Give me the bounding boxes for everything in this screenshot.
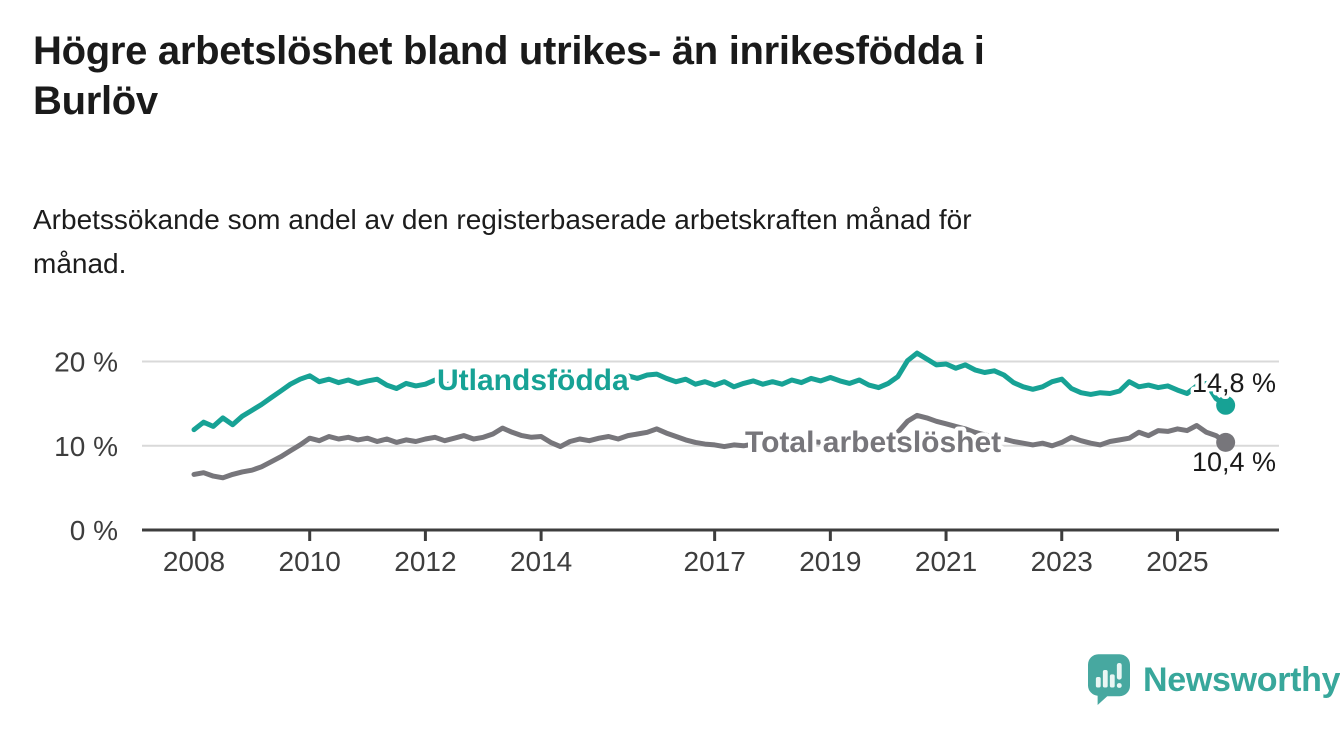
newsworthy-chart-bubble-icon bbox=[1088, 654, 1130, 705]
y-axis-tick-label: 0 % bbox=[70, 515, 118, 546]
series-end-value-label-total-arbetsl-shet: 10,4 % bbox=[1192, 447, 1276, 477]
page-title-line-2: Burlöv bbox=[33, 79, 158, 123]
series-end-value-label-utlandsf-dda: 14,8 % bbox=[1192, 368, 1276, 398]
series-label-utlandsf-dda: Utlandsfödda bbox=[437, 364, 629, 397]
page-title-line-1: Högre arbetslöshet bland utrikes- än inr… bbox=[33, 29, 985, 73]
newsworthy-logo: Newsworthy bbox=[1088, 654, 1340, 706]
page-subtitle-line-1: Arbetssökande som andel av den registerb… bbox=[33, 204, 972, 235]
x-axis-tick-label: 2025 bbox=[1146, 546, 1208, 577]
x-axis-tick-label: 2014 bbox=[510, 546, 572, 577]
series-line-total-arbetsl-shet bbox=[191, 412, 1229, 481]
series-line-utlandsf-dda bbox=[191, 350, 1229, 433]
series-label-total-arbetsl-shet: Total arbetslöshet bbox=[745, 426, 1001, 459]
x-axis-tick-label: 2017 bbox=[684, 546, 746, 577]
x-axis-tick-label: 2008 bbox=[163, 546, 225, 577]
x-axis-tick-label: 2023 bbox=[1031, 546, 1093, 577]
series-end-dot-total-arbetsl-shet bbox=[1216, 432, 1236, 452]
x-axis-tick-label: 2021 bbox=[915, 546, 977, 577]
x-axis-tick-label: 2012 bbox=[394, 546, 456, 577]
y-axis-tick-label: 10 % bbox=[54, 431, 118, 462]
page-subtitle-line-2: månad. bbox=[33, 248, 127, 279]
newsworthy-logo-text: Newsworthy bbox=[1143, 660, 1340, 699]
page-subtitle: Arbetssökande som andel av den registerb… bbox=[33, 198, 1183, 286]
page-title: Högre arbetslöshet bland utrikes- än inr… bbox=[33, 26, 1233, 126]
x-axis-tick-label: 2019 bbox=[799, 546, 861, 577]
x-axis-tick-label: 2010 bbox=[279, 546, 341, 577]
y-axis-tick-label: 20 % bbox=[54, 347, 118, 378]
series-end-dot-utlandsf-dda bbox=[1216, 395, 1236, 415]
